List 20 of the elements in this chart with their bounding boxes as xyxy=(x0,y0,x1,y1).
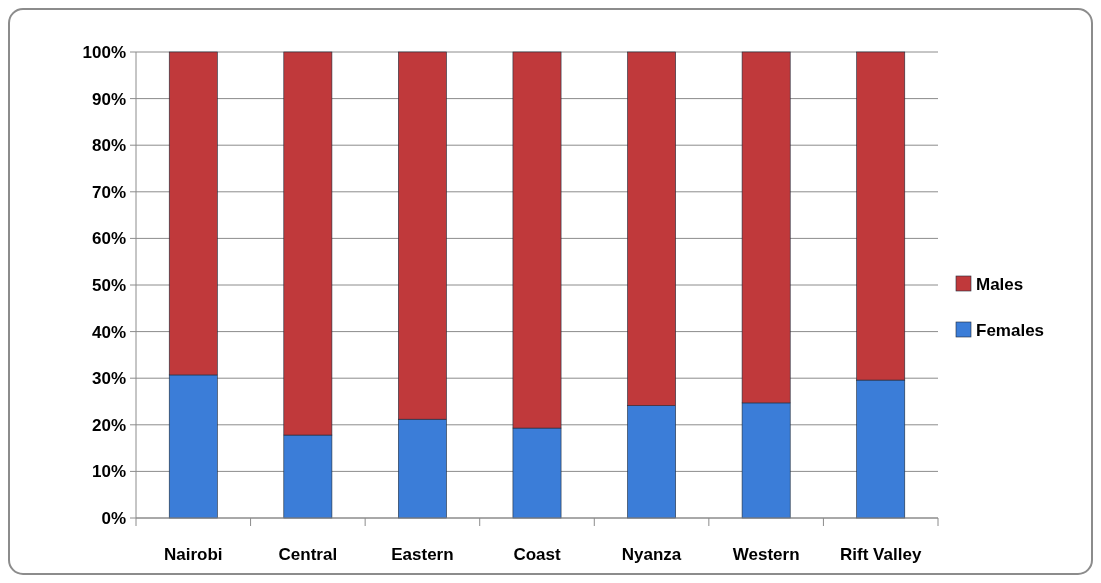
x-tick-label: Rift Valley xyxy=(840,545,922,564)
y-tick-label: 0% xyxy=(101,508,126,528)
y-tick-label: 60% xyxy=(91,229,126,249)
y-tick-label: 80% xyxy=(91,136,126,156)
x-tick-label: Nairobi xyxy=(164,545,223,564)
x-tick-label: Central xyxy=(278,545,338,564)
y-tick-label: 100% xyxy=(82,42,126,62)
y-tick-label: 40% xyxy=(91,322,126,342)
x-tick-label: Western xyxy=(732,545,800,564)
legend-label: Males xyxy=(976,274,1024,294)
x-tick-label: Eastern xyxy=(391,545,454,564)
y-tick-label: 20% xyxy=(91,415,126,435)
y-tick-label: 30% xyxy=(91,369,126,389)
legend-label: Females xyxy=(976,320,1045,340)
x-tick-label: Nyanza xyxy=(621,545,682,564)
y-tick-label: 90% xyxy=(91,89,126,109)
x-tick-label: Coast xyxy=(513,545,561,564)
y-tick-label: 70% xyxy=(91,182,126,202)
y-tick-label: 50% xyxy=(91,275,126,295)
y-tick-label: 10% xyxy=(91,462,126,482)
